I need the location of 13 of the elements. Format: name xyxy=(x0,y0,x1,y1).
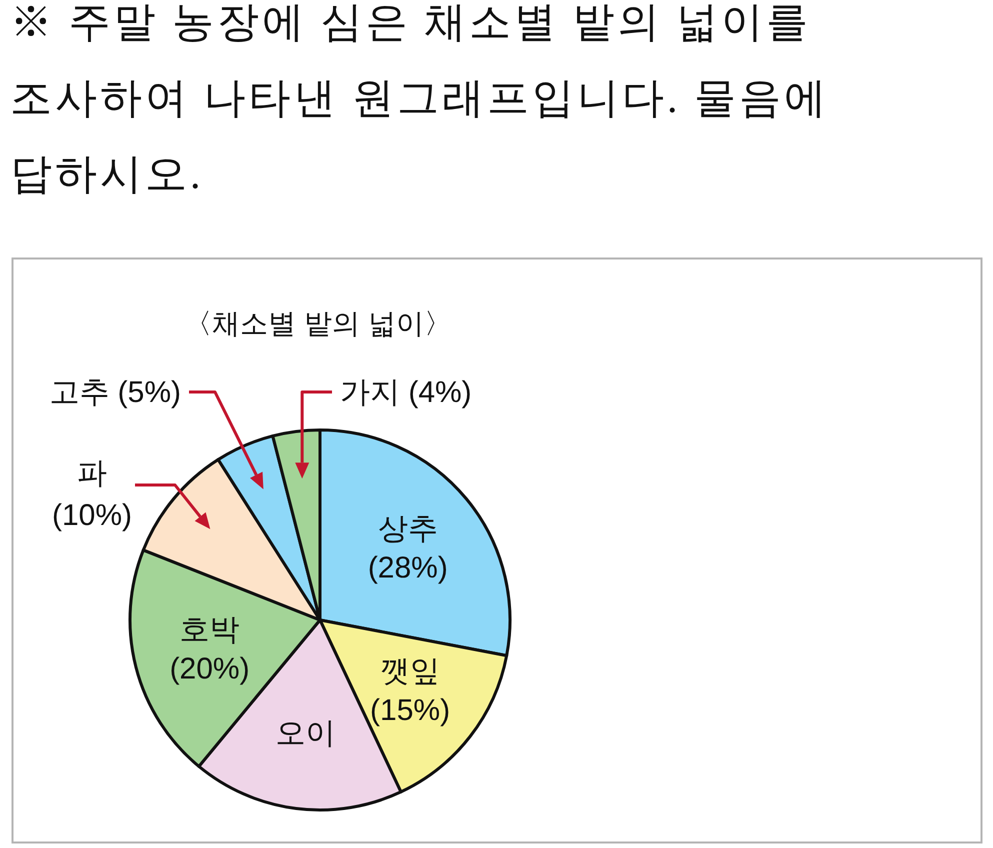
data-label: (28%) xyxy=(368,551,448,584)
slice-label: 오이 xyxy=(276,717,336,750)
slice-label: 깻잎 xyxy=(380,654,440,688)
slice-label: 가지 (4%) xyxy=(340,376,472,409)
slice-label: 고추 (5%) xyxy=(49,376,181,409)
slice-label: 호박 xyxy=(180,613,240,646)
chart-title: 〈채소별 밭의 넓이〉 xyxy=(184,308,452,339)
data-label: (15%) xyxy=(370,694,450,727)
slice-label: 파 xyxy=(77,457,107,490)
text: ※ 주말 농장에 심은 채소별 밭의 넓이를 조사하여 나타낸 원그래프입니다. 물음에 답하시오. xyxy=(10,0,830,200)
data-label: (20%) xyxy=(170,652,250,686)
slice-label: 상추 xyxy=(378,512,438,546)
data-label: (10%) xyxy=(52,499,132,532)
